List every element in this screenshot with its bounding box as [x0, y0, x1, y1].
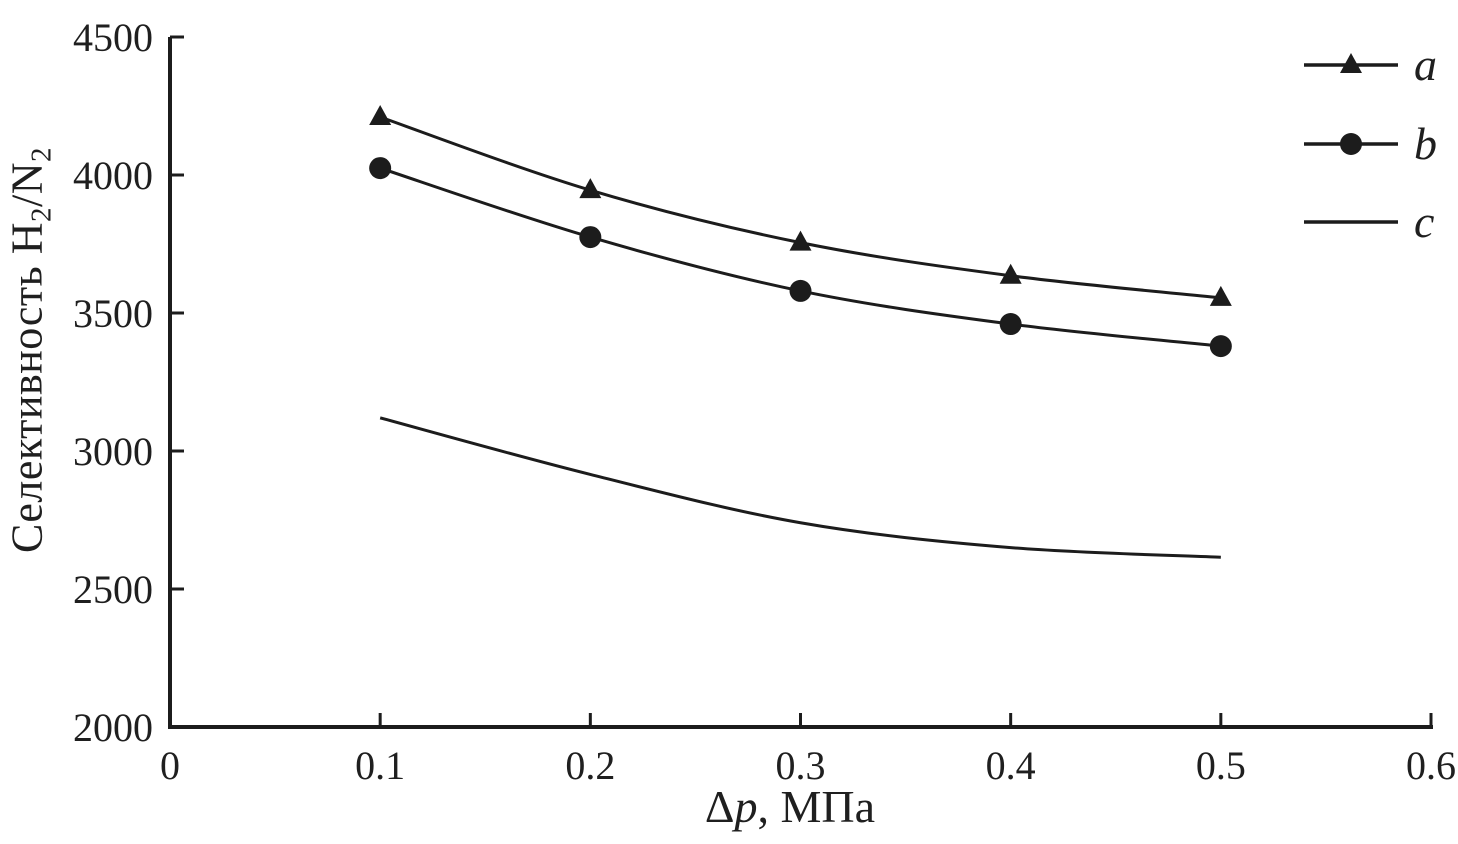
series-a-triangle-marker [999, 263, 1022, 284]
legend-label-b: b [1414, 118, 1437, 169]
series-b-circle-marker [999, 313, 1022, 336]
series-b-circle-marker [369, 157, 392, 180]
series-a-triangle-marker [579, 178, 602, 199]
x-tick-label: 0.5 [1196, 743, 1246, 788]
triangle-line-marker-icon [1304, 53, 1398, 73]
legend-label-a: a [1414, 39, 1437, 90]
y-axis-title-text: Селективность H [2, 222, 52, 554]
x-axis-title-unit: , МПа [757, 781, 876, 832]
y-tick-label: 2500 [73, 567, 153, 612]
x-tick-label: 0.2 [565, 743, 615, 788]
y-tick-label: 3000 [73, 429, 153, 474]
y-axis-title-text: /N [2, 162, 52, 207]
y-axis-title: Селективность H2/N2 [1, 147, 58, 553]
x-axis-title-delta: Δ [704, 781, 735, 832]
x-tick-label: 0.4 [986, 743, 1036, 788]
x-axis-title-variable: p [734, 781, 758, 832]
series-b-circle-marker [579, 226, 602, 249]
legend-item-b: b [1302, 118, 1437, 169]
legend-item-c: c [1302, 196, 1435, 247]
series-a-curve [379, 115, 1221, 300]
x-tick-label: 0.1 [355, 743, 405, 788]
y-tick-label: 2000 [73, 705, 153, 750]
x-axis-title: Δp, МПа [705, 780, 875, 833]
series-a-triangle-marker [789, 230, 812, 251]
x-tick-label: 0.3 [776, 743, 826, 788]
legend-label-c: c [1414, 196, 1435, 247]
series-b-curve [379, 166, 1221, 348]
y-tick-label: 3500 [73, 291, 153, 336]
series-a-triangle-marker [1209, 285, 1232, 306]
y-axis-title-subscript: 2 [25, 207, 58, 223]
legend-triangle [1340, 53, 1362, 73]
line-marker-icon [1304, 220, 1398, 224]
circle-line-marker-icon [1304, 133, 1398, 155]
legend-item-a: a [1302, 39, 1437, 90]
legend: a b c [1302, 0, 1458, 260]
series-c-curve [379, 416, 1221, 559]
x-tick-label: 0 [160, 743, 180, 788]
series-a-triangle-marker [369, 105, 392, 126]
y-tick-label: 4000 [73, 153, 153, 198]
series-b-circle-marker [789, 279, 812, 302]
legend-circle [1340, 133, 1362, 155]
series-b-circle-marker [1209, 335, 1232, 358]
y-tick-label: 4500 [73, 15, 153, 60]
y-axis-title-subscript: 2 [25, 146, 58, 162]
x-tick-label: 0.6 [1406, 743, 1456, 788]
